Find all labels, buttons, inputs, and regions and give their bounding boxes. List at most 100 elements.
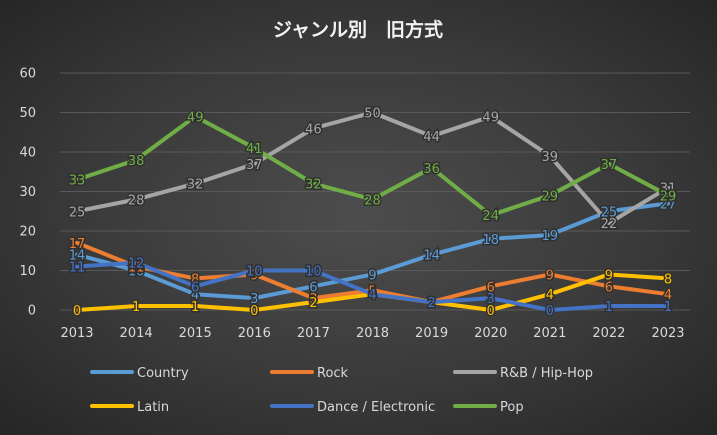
data-label-rock: 5	[368, 284, 376, 299]
data-label-rock: 6	[487, 280, 495, 295]
data-label-rock: 4	[664, 288, 672, 303]
x-tick-label: 2015	[179, 326, 212, 341]
data-label-r-b-hip-hop: 22	[601, 217, 618, 232]
data-label-r-b-hip-hop: 31	[660, 182, 677, 197]
data-label-dance-electronic: 11	[69, 261, 86, 276]
data-label-r-b-hip-hop: 44	[423, 130, 440, 145]
data-label-latin: 4	[546, 288, 554, 303]
legend-label-r-b-hip-hop: R&B / Hip-Hop	[500, 366, 593, 381]
series-line-r-b-hip-hop	[75, 110, 670, 226]
data-label-country: 18	[482, 233, 499, 248]
data-label-latin: 2	[427, 296, 435, 311]
data-label-dance-electronic: 0	[546, 304, 554, 319]
data-label-rock: 8	[191, 272, 199, 287]
y-tick-label: 50	[19, 106, 36, 121]
data-label-pop: 33	[69, 174, 86, 189]
series-line-dance-electronic	[75, 260, 670, 312]
x-tick-label: 2013	[60, 326, 93, 341]
data-label-r-b-hip-hop: 37	[246, 158, 263, 173]
data-label-latin: 0	[73, 304, 81, 319]
data-label-pop: 37	[601, 158, 618, 173]
data-label-pop: 36	[423, 162, 440, 177]
data-label-latin: 4	[368, 288, 376, 303]
data-label-latin: 0	[487, 304, 495, 319]
data-label-country: 19	[542, 229, 559, 244]
legend-label-country: Country	[137, 366, 189, 381]
data-label-rock: 3	[309, 292, 317, 307]
data-label-pop: 29	[660, 189, 677, 204]
legend-label-rock: Rock	[317, 366, 349, 381]
data-label-country: 6	[309, 280, 317, 295]
data-label-dance-electronic: 1	[605, 300, 613, 315]
y-tick-label: 40	[19, 146, 36, 161]
data-label-r-b-hip-hop: 46	[305, 122, 322, 137]
x-tick-label: 2019	[415, 326, 448, 341]
data-label-country: 14	[69, 249, 86, 264]
data-label-pop: 38	[128, 154, 145, 169]
data-label-r-b-hip-hop: 50	[364, 107, 381, 122]
data-label-dance-electronic: 3	[487, 292, 495, 307]
y-tick-label: 30	[19, 185, 36, 200]
data-label-dance-electronic: 6	[191, 280, 199, 295]
data-label-country: 10	[128, 265, 145, 280]
data-label-r-b-hip-hop: 39	[542, 150, 559, 165]
data-label-latin: 0	[250, 304, 258, 319]
legend-label-dance-electronic: Dance / Electronic	[317, 400, 435, 415]
data-label-r-b-hip-hop: 28	[128, 193, 145, 208]
y-tick-label: 60	[19, 67, 36, 82]
data-label-pop: 41	[246, 142, 263, 157]
data-label-r-b-hip-hop: 25	[69, 205, 86, 220]
data-label-country: 25	[601, 205, 618, 220]
data-label-dance-electronic: 12	[128, 257, 145, 272]
data-label-latin: 8	[664, 272, 672, 287]
legend-label-pop: Pop	[500, 400, 524, 415]
data-label-dance-electronic: 10	[305, 265, 322, 280]
y-tick-label: 20	[19, 225, 36, 240]
data-label-pop: 24	[482, 209, 499, 224]
data-label-dance-electronic: 4	[368, 288, 376, 303]
data-label-rock: 17	[69, 237, 86, 252]
legend-label-latin: Latin	[137, 400, 169, 415]
y-axis-ticks: 0 10 20 30 40 50 60	[19, 67, 36, 319]
series-lines	[75, 110, 670, 312]
series-line-pop	[75, 114, 670, 218]
data-label-latin: 1	[191, 300, 199, 315]
x-tick-label: 2023	[651, 326, 684, 341]
data-label-country: 4	[191, 288, 199, 303]
data-label-country: 3	[250, 292, 258, 307]
data-label-dance-electronic: 10	[246, 265, 263, 280]
data-label-country: 27	[660, 197, 677, 212]
legend: Country Rock R&B / Hip-Hop Latin Dance / Ele…	[90, 366, 593, 415]
data-label-pop: 28	[364, 193, 381, 208]
data-label-rock: 11	[128, 261, 145, 276]
data-label-dance-electronic: 1	[664, 300, 672, 315]
x-tick-label: 2022	[592, 326, 625, 341]
data-label-rock: 9	[250, 268, 258, 283]
x-tick-label: 2017	[297, 326, 330, 341]
data-label-rock: 6	[605, 280, 613, 295]
data-label-r-b-hip-hop: 49	[482, 110, 499, 125]
data-label-latin: 2	[309, 296, 317, 311]
data-label-dance-electronic: 2	[427, 296, 435, 311]
series-line-rock	[75, 240, 670, 305]
y-tick-label: 0	[28, 304, 36, 319]
chart-title: ジャンル別 旧方式	[273, 18, 443, 41]
x-tick-label: 2018	[356, 326, 389, 341]
data-label-rock: 9	[546, 268, 554, 283]
x-tick-label: 2021	[533, 326, 566, 341]
x-tick-label: 2016	[238, 326, 271, 341]
data-label-r-b-hip-hop: 32	[187, 178, 204, 193]
data-label-pop: 49	[187, 110, 204, 125]
data-label-country: 14	[423, 249, 440, 264]
y-tick-label: 10	[19, 264, 36, 279]
series-line-country	[75, 201, 670, 301]
x-tick-label: 2014	[120, 326, 153, 341]
data-label-pop: 29	[542, 189, 559, 204]
data-label-latin: 1	[132, 300, 140, 315]
data-label-pop: 32	[305, 178, 322, 193]
data-label-country: 9	[368, 268, 376, 283]
x-axis-ticks: 2013 2014 2015 2016 2017 2018 2019 2020 2021 2022…	[60, 326, 684, 341]
